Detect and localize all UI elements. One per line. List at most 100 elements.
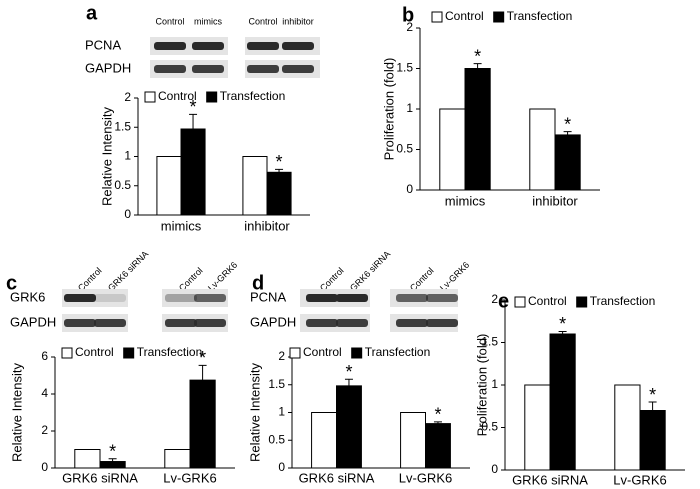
significance-marker: *: [564, 114, 571, 134]
y-axis-label: Relative Intensity: [99, 107, 114, 206]
lane-label: Control: [408, 266, 436, 294]
y-tick-label: 1.5: [481, 335, 498, 349]
bar: [425, 423, 451, 469]
blot-band: [396, 319, 428, 327]
y-tick-label: 0: [124, 207, 131, 221]
blot-band: [282, 65, 314, 73]
legend-label: Transfection: [365, 345, 431, 359]
y-axis-label: Proliferation (fold): [381, 58, 396, 161]
y-tick-label: 0.5: [114, 178, 131, 192]
y-tick-label: 0.5: [268, 432, 285, 446]
legend-swatch: [123, 347, 135, 359]
lane-label: Lv-GRK6: [438, 260, 471, 293]
significance-marker: *: [199, 348, 206, 368]
significance-marker: *: [109, 442, 116, 462]
blot-band: [154, 42, 186, 50]
legend-swatch: [289, 347, 301, 359]
y-tick-label: 2: [406, 20, 413, 34]
x-tick-label: Lv-GRK6: [399, 470, 452, 485]
blot-row-label: GAPDH: [10, 314, 56, 329]
y-tick-label: 4: [41, 386, 48, 400]
y-tick-label: 1.5: [396, 61, 413, 75]
bar: [614, 384, 641, 471]
blot-band: [154, 65, 186, 73]
bar: [180, 128, 206, 216]
bar: [74, 449, 101, 469]
y-tick-label: 1: [406, 101, 413, 115]
y-tick-label: 1.5: [268, 377, 285, 391]
y-tick-label: 6: [41, 349, 48, 363]
blot-row-label: PCNA: [250, 289, 286, 304]
blot-band: [94, 319, 126, 327]
x-tick-label: inhibitor: [532, 193, 578, 208]
legend-swatch: [576, 296, 588, 308]
x-tick-label: GRK6 siRNA: [299, 470, 375, 485]
lane-label: Control: [318, 266, 346, 294]
bar: [554, 134, 581, 191]
legend-swatch: [493, 11, 505, 23]
legend-swatch: [351, 347, 363, 359]
lane-label: Control: [155, 16, 184, 26]
significance-marker: *: [276, 152, 283, 172]
bar: [164, 449, 191, 469]
y-tick-label: 1: [491, 377, 498, 391]
legend-swatch: [206, 91, 218, 103]
blot-band: [64, 294, 96, 302]
error-bar: [563, 131, 572, 135]
blot-row-label: GAPDH: [85, 60, 131, 75]
bar: [266, 171, 292, 216]
blot-band: [94, 294, 126, 302]
significance-marker: *: [649, 385, 656, 405]
blot-band: [336, 294, 368, 302]
blot-background: [150, 37, 228, 55]
bar: [529, 108, 556, 191]
bar: [311, 412, 337, 469]
error-bar: [189, 113, 198, 130]
x-tick-label: Lv-GRK6: [163, 470, 216, 485]
blot-band: [336, 319, 368, 327]
bar: [639, 410, 666, 471]
blot-band: [247, 42, 279, 50]
y-tick-label: 0: [491, 462, 498, 476]
x-tick-label: mimics: [161, 218, 202, 233]
y-tick-label: 1.5: [114, 119, 131, 133]
panel-letter: c: [6, 272, 17, 294]
blot-band: [165, 319, 197, 327]
significance-marker: *: [190, 97, 197, 117]
error-bar: [648, 401, 657, 411]
legend-label: Transfection: [137, 345, 203, 359]
error-bar: [198, 364, 207, 381]
y-tick-label: 0.5: [481, 420, 498, 434]
blot-background: [150, 60, 228, 78]
legend-label: Control: [75, 345, 114, 359]
lane-label: inhibitor: [282, 16, 314, 26]
y-axis-label: Relative Intensity: [9, 363, 24, 462]
panel-letter: a: [86, 2, 98, 24]
lane-label: Control: [248, 16, 277, 26]
blot-row-label: PCNA: [85, 37, 121, 52]
y-tick-label: 0: [406, 182, 413, 196]
x-tick-label: GRK6 siRNA: [512, 472, 588, 487]
significance-marker: *: [559, 314, 566, 334]
y-tick-label: 0.5: [396, 142, 413, 156]
x-tick-label: inhibitor: [244, 218, 290, 233]
bar: [99, 461, 126, 469]
panel-letter: d: [252, 272, 264, 294]
y-tick-label: 2: [278, 349, 285, 363]
bar: [156, 156, 182, 216]
y-tick-label: 0: [278, 460, 285, 474]
blot-band: [64, 319, 96, 327]
bar: [189, 379, 216, 469]
y-tick-label: 1: [278, 405, 285, 419]
error-bar: [108, 458, 117, 462]
lane-label: GRK6 siRNA: [106, 249, 150, 293]
legend-label: Control: [445, 9, 484, 23]
legend-label: Transfection: [590, 294, 656, 308]
legend-swatch: [144, 91, 156, 103]
error-bar: [433, 421, 442, 424]
legend-label: Transfection: [220, 89, 286, 103]
legend-swatch: [61, 347, 73, 359]
x-tick-label: mimics: [445, 193, 486, 208]
error-bar: [344, 378, 353, 386]
